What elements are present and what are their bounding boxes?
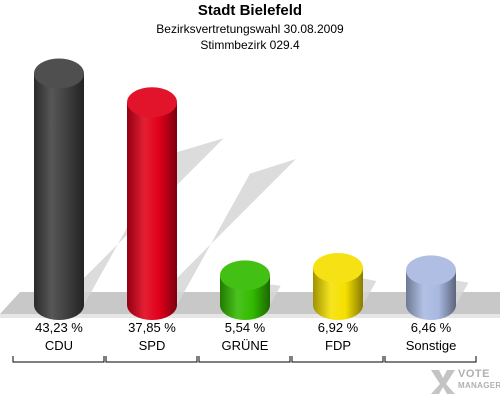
vote-manager-logo: VOTE MANAGER	[428, 366, 500, 396]
value-label-fdp: 6,92 %	[318, 320, 359, 335]
labels: 43,23 % CDU 37,85 % SPD 5,54 % GRÜNE 6,92 % FDP…	[12, 320, 477, 363]
bar-body-fdp	[313, 267, 363, 320]
category-bracket-fdp	[291, 356, 384, 363]
bar-top-fdp	[313, 252, 363, 283]
vote-manager-icon	[431, 370, 455, 394]
category-label-gr-ne: GRÜNE	[222, 338, 269, 353]
bar-body-cdu	[34, 73, 84, 320]
category-label-cdu: CDU	[45, 338, 73, 353]
category-label-spd: SPD	[139, 338, 166, 353]
bar-top-gr-ne	[220, 260, 270, 291]
watermark-line1: VOTE	[458, 368, 490, 380]
category-bracket-sonstige	[384, 356, 477, 363]
chart-title: Stadt Bielefeld	[197, 2, 303, 19]
bar-sonstige	[406, 255, 456, 320]
chart-district: Stimmbezirk 029.4	[200, 38, 300, 52]
value-label-spd: 37,85 %	[128, 320, 176, 335]
bar-body-spd	[127, 102, 177, 320]
bar-shadow-spd	[150, 159, 296, 305]
bar-top-sonstige	[406, 255, 456, 286]
chart-subtitle: Bezirksvertretungswahl 30.08.2009	[156, 22, 344, 36]
bar-top-cdu	[34, 58, 84, 89]
category-label-fdp: FDP	[325, 338, 351, 353]
bar-spd	[127, 87, 177, 320]
category-bracket-cdu	[12, 356, 105, 363]
value-label-gr-ne: 5,54 %	[225, 320, 266, 335]
category-label-sonstige: Sonstige	[406, 338, 457, 353]
bars	[34, 58, 456, 320]
value-label-cdu: 43,23 %	[35, 320, 83, 335]
watermark-line2: MANAGER	[458, 381, 500, 390]
bar-cdu	[34, 58, 84, 320]
value-label-sonstige: 6,46 %	[411, 320, 452, 335]
bar-fdp	[313, 252, 363, 320]
category-bracket-gr-ne	[198, 356, 291, 363]
bar-gr-ne	[220, 260, 270, 320]
category-bracket-spd	[105, 356, 198, 363]
bar-top-spd	[127, 87, 177, 118]
